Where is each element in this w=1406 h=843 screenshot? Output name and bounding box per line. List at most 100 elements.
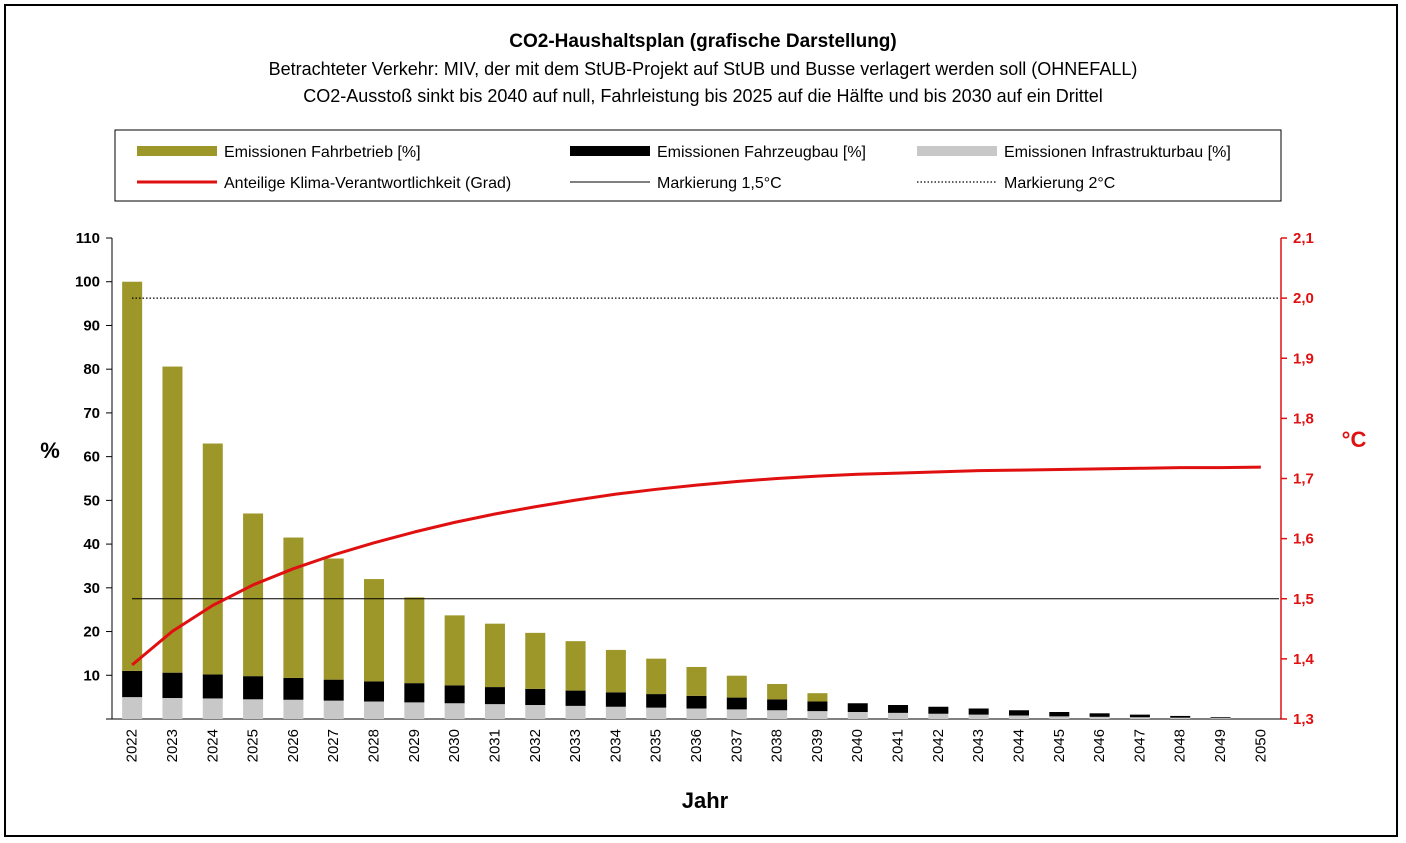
y-tick-label: 110 xyxy=(76,230,100,247)
x-tick-label: 2029 xyxy=(406,729,423,762)
y-tick-label: 80 xyxy=(83,361,100,378)
bar-segment xyxy=(1049,712,1070,717)
x-tick-label: 2045 xyxy=(1051,729,1068,762)
bar-segment xyxy=(1049,716,1070,719)
bar-segment xyxy=(847,703,868,713)
bar-segment xyxy=(1170,715,1191,718)
plot-area: 1020304050607080901001101,31,41,51,61,71… xyxy=(75,230,1315,762)
bar-segment xyxy=(807,693,828,702)
x-tick-label: 2037 xyxy=(728,729,745,762)
bar-segment xyxy=(928,713,949,719)
bar-segment xyxy=(605,692,626,707)
y2-tick-label: 2,0 xyxy=(1293,290,1314,307)
x-tick-label: 2030 xyxy=(446,729,463,762)
bar-segment xyxy=(1210,717,1231,719)
x-tick-label: 2040 xyxy=(849,729,866,762)
y2-tick-label: 1,6 xyxy=(1293,531,1314,548)
y2-tick-label: 2,1 xyxy=(1293,230,1314,247)
x-tick-label: 2027 xyxy=(325,729,342,762)
bar-segment xyxy=(243,676,264,700)
bar-segment xyxy=(646,707,667,719)
bar-segment xyxy=(807,711,828,719)
y-tick-label: 10 xyxy=(83,667,100,684)
y-tick-label: 20 xyxy=(83,624,100,641)
bar-segment xyxy=(565,690,586,706)
bar-segment xyxy=(767,699,788,711)
bar-segment xyxy=(243,513,264,677)
bar-segment xyxy=(726,697,747,710)
y2-tick-label: 1,7 xyxy=(1293,471,1314,488)
bar-segment xyxy=(283,537,304,678)
chart-frame xyxy=(4,4,1398,837)
legend-label: Emissionen Infrastrukturbau [%] xyxy=(1004,144,1231,161)
y2-axis-title: °C xyxy=(1342,427,1367,452)
bar-segment xyxy=(686,695,707,709)
bar-segment xyxy=(847,712,868,719)
bar-segment xyxy=(1008,715,1029,719)
chart-subtitle-1: Betrachteter Verkehr: MIV, der mit dem S… xyxy=(269,59,1138,79)
bar-segment xyxy=(928,706,949,714)
bar-segment xyxy=(605,706,626,719)
bar-segment xyxy=(283,699,304,719)
x-tick-label: 2048 xyxy=(1172,729,1189,762)
bar-segment xyxy=(404,683,425,703)
bar-segment xyxy=(202,698,223,719)
legend-label: Markierung 1,5°C xyxy=(657,175,782,192)
bar-segment xyxy=(323,679,344,701)
y2-tick-label: 1,5 xyxy=(1293,591,1314,608)
bar-segment xyxy=(888,705,909,713)
bar-segment xyxy=(1129,714,1150,718)
bar-segment xyxy=(364,701,385,719)
x-tick-label: 2024 xyxy=(204,729,221,762)
bar-segment xyxy=(404,597,425,684)
bar-segment xyxy=(1089,713,1110,717)
bar-segment xyxy=(1008,710,1029,716)
x-tick-label: 2025 xyxy=(245,729,262,762)
bar-segment xyxy=(888,712,909,719)
x-tick-label: 2049 xyxy=(1212,729,1229,762)
y-tick-label: 40 xyxy=(83,536,100,553)
bar-segment xyxy=(525,705,546,719)
bar-segment xyxy=(525,688,546,706)
x-tick-label: 2039 xyxy=(809,729,826,762)
bar-segment xyxy=(484,704,505,719)
y2-tick-label: 1,8 xyxy=(1293,410,1314,427)
legend-label: Markierung 2°C xyxy=(1004,175,1115,192)
legend-swatch xyxy=(137,146,217,156)
bar-segment xyxy=(323,700,344,719)
bar-segment xyxy=(767,684,788,700)
bar-segment xyxy=(122,697,143,719)
legend-swatch xyxy=(570,146,650,156)
bar-segment xyxy=(565,705,586,719)
bar-segment xyxy=(807,701,828,712)
bar-segment xyxy=(1129,717,1150,719)
x-tick-label: 2041 xyxy=(890,729,907,762)
x-tick-label: 2035 xyxy=(648,729,665,762)
x-tick-label: 2023 xyxy=(164,729,181,762)
chart-subtitle-2: CO2-Ausstoß sinkt bis 2040 auf null, Fah… xyxy=(303,86,1102,106)
legend-swatch xyxy=(917,146,997,156)
bar-segment xyxy=(686,708,707,719)
y-tick-label: 30 xyxy=(83,580,100,597)
y-tick-label: 60 xyxy=(83,449,100,466)
y-tick-label: 100 xyxy=(75,274,100,291)
x-tick-label: 2036 xyxy=(688,729,705,762)
x-tick-label: 2031 xyxy=(486,729,503,762)
bar-segment xyxy=(646,658,667,695)
x-tick-label: 2032 xyxy=(527,729,544,762)
bar-segment xyxy=(565,641,586,691)
y2-tick-label: 1,9 xyxy=(1293,350,1314,367)
bar-segment xyxy=(968,708,989,715)
x-tick-label: 2038 xyxy=(769,729,786,762)
bar-segment xyxy=(122,281,143,671)
bar-segment xyxy=(686,666,707,696)
temperature-line xyxy=(131,465,1261,667)
x-tick-label: 2034 xyxy=(607,729,624,762)
bar-segment xyxy=(202,674,223,699)
x-tick-label: 2043 xyxy=(970,729,987,762)
bar-segment xyxy=(484,623,505,688)
bar-segment xyxy=(202,443,223,675)
bar-segment xyxy=(162,366,183,673)
x-tick-label: 2047 xyxy=(1131,729,1148,762)
bar-segment xyxy=(404,702,425,719)
